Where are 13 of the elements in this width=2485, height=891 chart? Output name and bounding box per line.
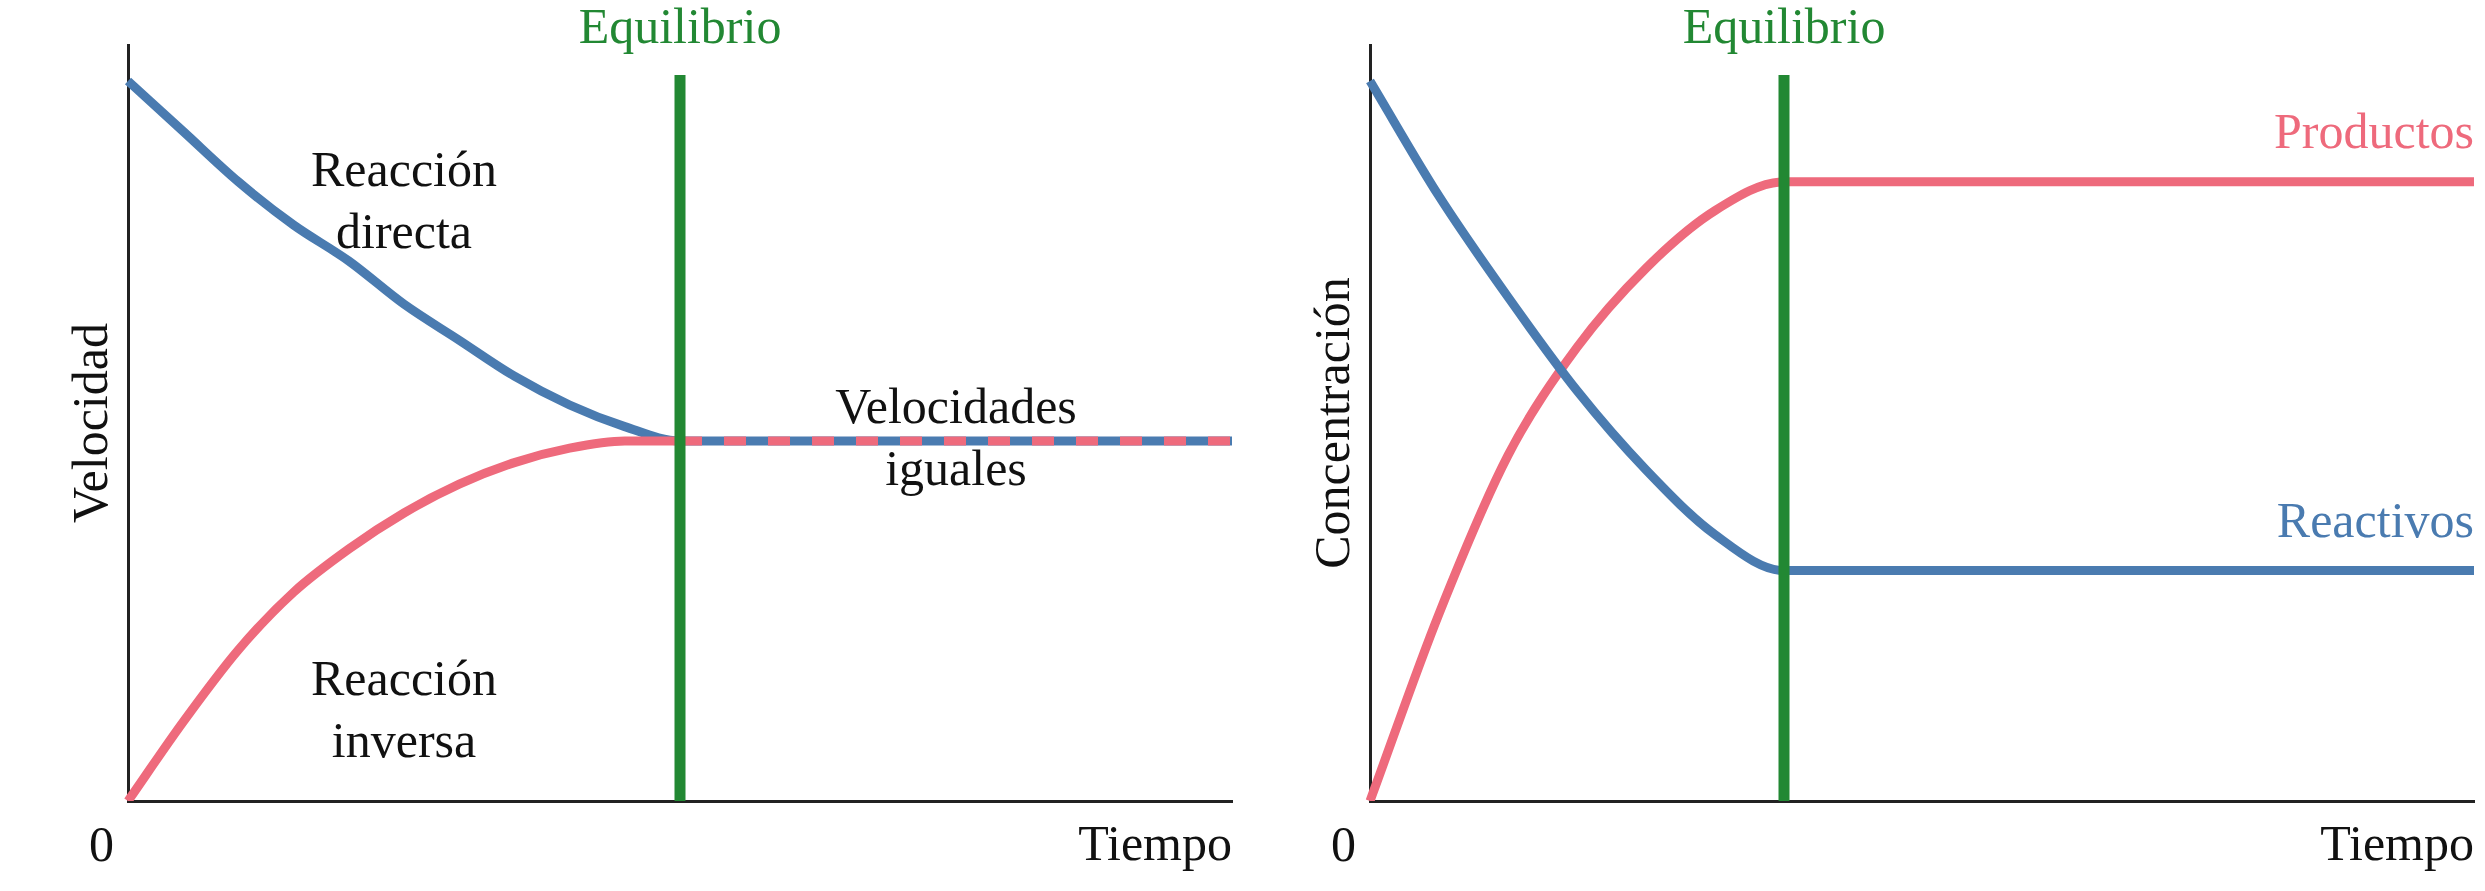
y-axis-title: Velocidad xyxy=(62,323,119,523)
series-label: Reactivos xyxy=(2276,491,2474,548)
text: 0 xyxy=(1331,816,1356,873)
series-label: Reacción directa xyxy=(310,141,498,260)
y-axis-title: Concentración xyxy=(1304,277,1361,569)
x-axis-title: Tiempo xyxy=(2320,815,2474,872)
x-axis-title: Tiempo xyxy=(1078,815,1232,872)
text: Equilibrio xyxy=(1682,0,1886,55)
annotation: Velocidades iguales xyxy=(835,378,1077,497)
text: 0 xyxy=(89,816,114,873)
series-label: Reacción inversa xyxy=(310,650,498,769)
series-label: Productos xyxy=(2274,102,2474,159)
text: Equilibrio xyxy=(578,0,782,55)
